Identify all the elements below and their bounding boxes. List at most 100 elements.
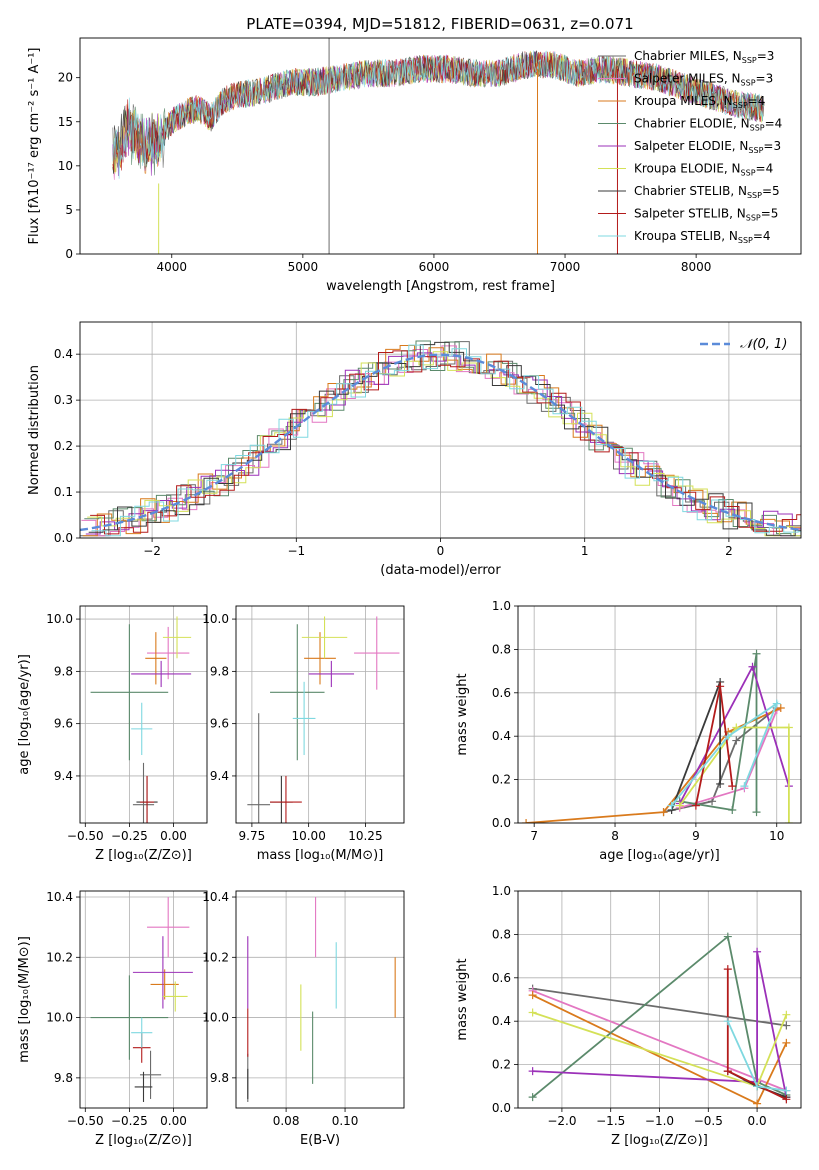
x-tick-label: −0.50 (67, 829, 104, 843)
x-tick-label: 0.00 (160, 829, 187, 843)
x-tick-label: 4000 (156, 260, 187, 274)
weight-line (532, 989, 787, 1092)
panel-mass_vs_Z: −0.50 −0.25 0.00 9.8 10.0 10.2 10.4 Z [log₁₀(Z/… (17, 890, 208, 1148)
y-tick-label: 0.4 (54, 347, 73, 361)
x-tick-label: −2 (143, 544, 161, 558)
plot-area-weight_vs_Z (528, 932, 791, 1108)
y-tick-label: 10.0 (46, 1011, 73, 1025)
histogram-step (91, 344, 801, 537)
plot-area-weight_vs_age (522, 649, 793, 823)
y-tick-label: 0.8 (492, 927, 511, 941)
panel-mass_vs_ebv: 0.08 0.10 9.8 10.0 10.2 10.4 E(B-V) (202, 890, 405, 1148)
weight-marker (772, 699, 781, 708)
legend-entry: Kroupa STELIB, NSSP=4 (634, 229, 771, 245)
y-tick-label: 5 (65, 203, 73, 217)
panel-spectrum: 4000 5000 6000 7000 8000 0 5 10 15 20 wavelength [… (27, 37, 802, 294)
y-axis-label: Normed distribution (27, 365, 42, 495)
y-tick-label: 10.4 (202, 890, 229, 904)
y-tick-label: 0.0 (492, 1101, 511, 1115)
weight-marker (740, 782, 749, 791)
x-tick-label: 0.10 (332, 1114, 359, 1128)
y-tick-label: 10 (58, 159, 73, 173)
x-tick-label: 10.25 (348, 829, 382, 843)
histogram-step (88, 341, 801, 537)
plot-area-age_vs_mass (247, 616, 400, 823)
legend-entry: Chabrier MILES, NSSP=3 (634, 49, 774, 65)
x-axis-label: (data-model)/error (380, 563, 501, 578)
weight-marker (724, 732, 733, 741)
x-tick-label: 9 (692, 829, 700, 843)
weight-marker (753, 1082, 762, 1091)
y-tick-label: 0.6 (492, 686, 511, 700)
plot-area-spectrum (112, 38, 765, 254)
x-tick-label: 0.08 (273, 1114, 300, 1128)
x-tick-label: 8 (611, 829, 619, 843)
weight-marker (723, 1017, 732, 1026)
y-tick-label: 15 (58, 115, 73, 129)
y-tick-label: 9.8 (210, 1071, 229, 1085)
weight-marker (782, 1095, 791, 1104)
y-tick-label: 0.3 (54, 393, 73, 407)
y-axis-label: mass weight (455, 958, 470, 1040)
y-tick-label: 0.1 (54, 485, 73, 499)
weight-marker (753, 1099, 762, 1108)
y-axis-label: age [log₁₀(age/yr)] (17, 654, 32, 775)
chart-title: PLATE=0394, MJD=51812, FIBERID=0631, z=0… (246, 15, 633, 33)
x-tick-label: 7000 (550, 260, 581, 274)
x-tick-label: −0.25 (111, 829, 148, 843)
weight-marker (752, 649, 761, 658)
histogram-step (84, 340, 801, 537)
histogram-step (87, 351, 801, 537)
weight-marker (528, 1093, 537, 1102)
x-tick-label: −2.0 (547, 1114, 576, 1128)
panel-weight_vs_age: 7 8 9 10 0.0 0.2 0.4 0.6 0.8 1.0 age [log₁₀(age/yr… (455, 599, 802, 863)
x-axis-label: wavelength [Angstrom, rest frame] (326, 279, 555, 294)
panel-age_vs_mass: 9.75 10.00 10.25 9.4 9.6 9.8 10.0 mass [log₁₀(M… (202, 605, 405, 863)
legend-entry: Kroupa ELODIE, NSSP=4 (634, 162, 773, 178)
weight-marker (784, 819, 793, 823)
x-axis-label: Z [log₁₀(Z/Z⊙)] (95, 848, 192, 863)
panel-residuals: −2 −1 0 1 2 0.0 0.1 0.2 0.3 0.4 (data-model)/error… (27, 321, 802, 578)
weight-marker (782, 1086, 791, 1095)
axes-frame (79, 605, 208, 824)
x-tick-label: −1 (287, 544, 305, 558)
x-tick-label: −0.5 (694, 1114, 723, 1128)
plot-area-residuals (80, 340, 801, 537)
y-tick-label: 9.6 (54, 717, 73, 731)
histogram-step (85, 352, 801, 535)
weight-marker (784, 723, 793, 732)
weight-marker (716, 682, 725, 691)
weight-marker (728, 782, 737, 791)
axes-frame (235, 890, 405, 1109)
weight-marker (752, 808, 761, 817)
spectrum-line (112, 51, 765, 171)
x-tick-label: −0.25 (111, 1114, 148, 1128)
y-tick-label: 1.0 (492, 599, 511, 613)
weight-marker (782, 1038, 791, 1047)
weight-line (670, 701, 779, 807)
y-tick-label: 9.4 (210, 769, 229, 783)
spectrum-line (112, 50, 765, 179)
x-tick-label: 10.00 (291, 829, 325, 843)
x-tick-label: 0 (437, 544, 445, 558)
plot-area-mass_vs_Z (90, 897, 193, 1102)
x-tick-label: 1 (581, 544, 589, 558)
legend-entry: Chabrier ELODIE, NSSP=4 (634, 117, 782, 133)
y-tick-label: 20 (58, 71, 73, 85)
y-tick-label: 10.0 (202, 1011, 229, 1025)
weight-marker (691, 801, 700, 810)
y-tick-label: 10.2 (202, 950, 229, 964)
y-tick-label: 0.4 (492, 1014, 511, 1028)
weight-marker (776, 703, 785, 712)
legend-entry: Chabrier STELIB, NSSP=5 (634, 184, 780, 200)
y-tick-label: 9.8 (54, 1071, 73, 1085)
x-tick-label: 10 (769, 829, 784, 843)
weight-marker (659, 808, 668, 817)
x-tick-label: −1.5 (596, 1114, 625, 1128)
plot-area-age_vs_Z (90, 616, 192, 823)
y-tick-label: 0.6 (492, 971, 511, 985)
axes-frame (79, 321, 802, 539)
y-tick-label: 9.8 (210, 664, 229, 678)
x-tick-label: −1.0 (645, 1114, 674, 1128)
y-tick-label: 0.8 (492, 642, 511, 656)
